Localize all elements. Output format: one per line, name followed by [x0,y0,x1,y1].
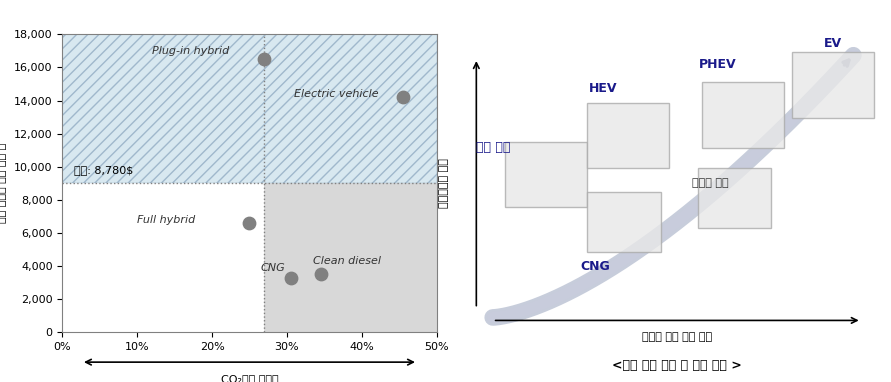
Text: 클린 디젤: 클린 디젤 [476,141,510,154]
Text: <주요 미래 그린 카 발전 방향 >: <주요 미래 그린 카 발전 방향 > [612,359,742,372]
Bar [62,34,437,183]
Bar [587,192,661,252]
Bar [702,82,784,147]
Bar [265,183,437,332]
Text: CNG: CNG [580,260,610,273]
Text: CNG: CNG [261,263,285,273]
Y-axis label: 대당 경제적 부담 가격 총: 대당 경제적 부담 가격 총 [0,143,7,223]
Text: 이산화 탄소 배출 감소: 이산화 탄소 배출 감소 [642,332,712,342]
Point [242,220,257,226]
Text: 평균: 8,780$: 평균: 8,780$ [74,165,133,175]
Bar [505,142,587,207]
Text: Plug-in hybrid: Plug-in hybrid [152,46,230,56]
Point [314,271,328,277]
Text: CO₂배출 감소량: CO₂배출 감소량 [221,374,278,382]
Text: Clean diesel: Clean diesel [313,256,381,267]
Text: 엔진효율의 향상: 엔진효율의 향상 [438,159,448,208]
Point [396,94,410,100]
Bar [698,168,772,228]
Text: HEV: HEV [589,81,617,94]
Point [257,56,272,62]
Bar [792,52,874,118]
Bar [587,103,669,168]
Text: 바이오 연료: 바이오 연료 [691,178,728,188]
Text: PHEV: PHEV [699,58,737,71]
Text: Full hybrid: Full hybrid [137,215,195,225]
Point [283,275,298,281]
Text: EV: EV [824,37,842,50]
Text: Electric vehicle: Electric vehicle [294,89,379,99]
Bar [62,34,437,183]
